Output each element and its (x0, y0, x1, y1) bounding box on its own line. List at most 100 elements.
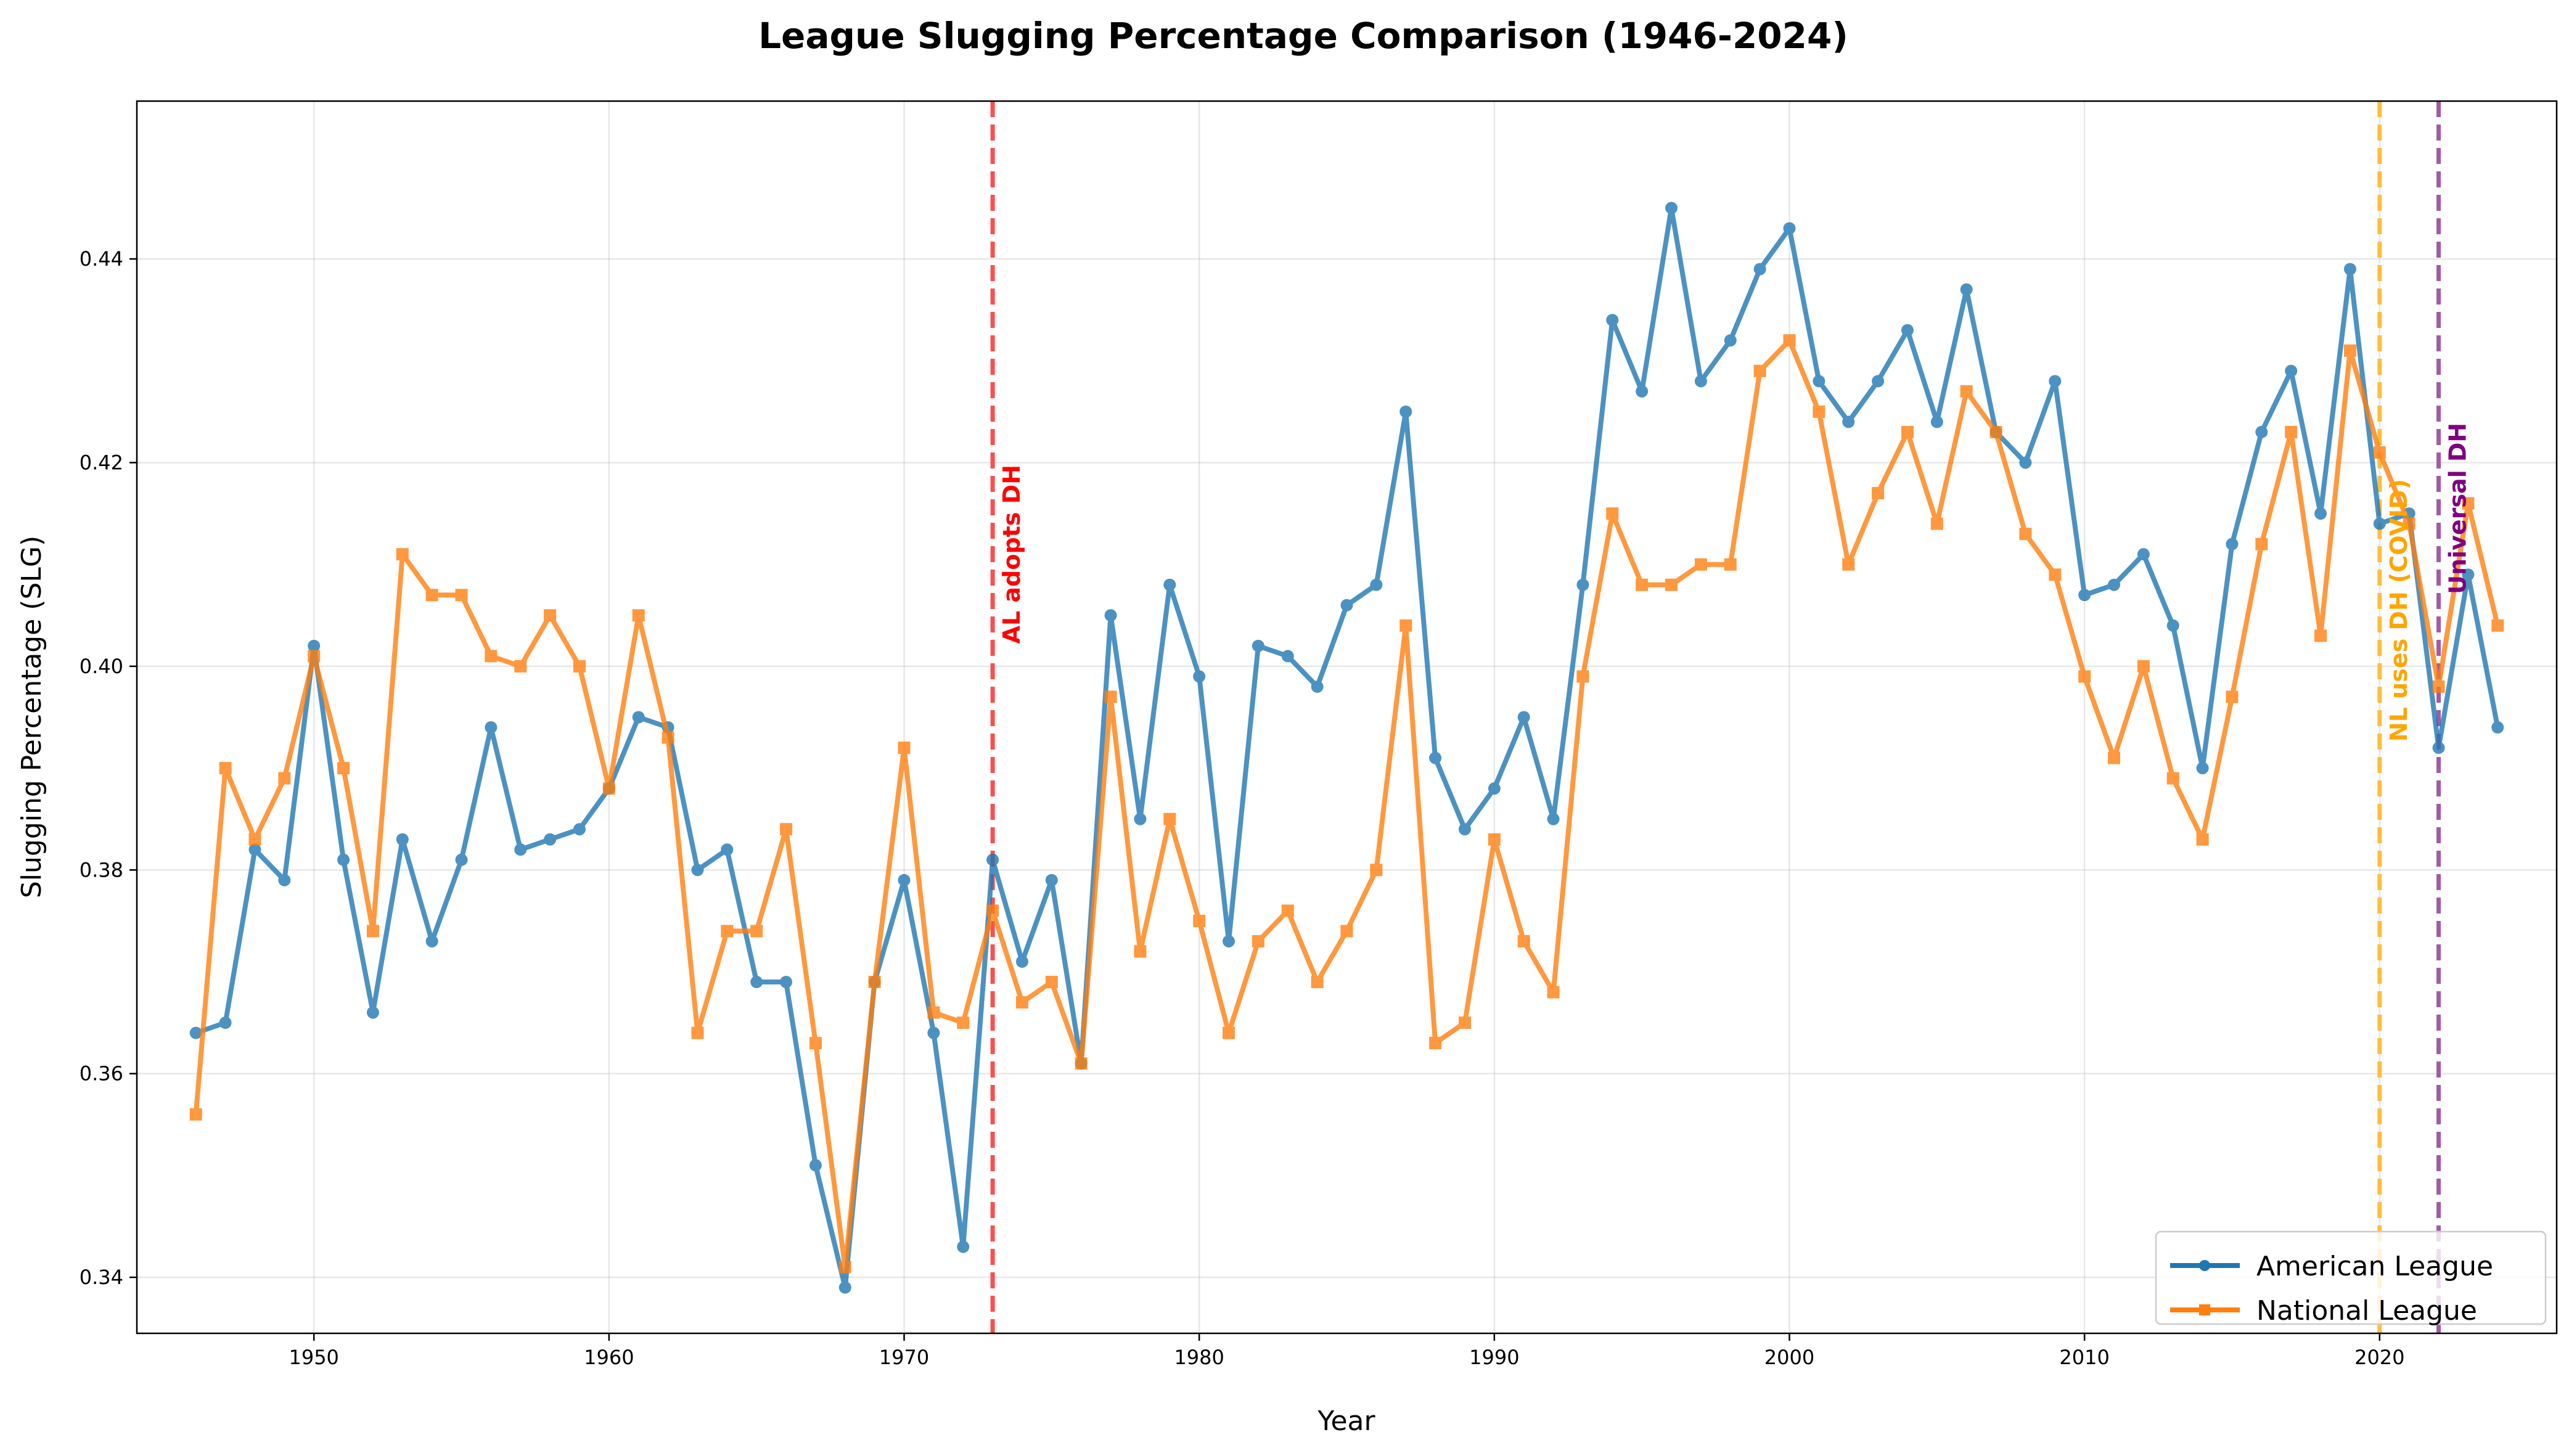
data-point (396, 833, 409, 846)
data-point (2462, 568, 2475, 581)
data-point (986, 853, 999, 866)
data-point (1045, 976, 1058, 989)
data-point (366, 1006, 379, 1019)
data-point (1989, 425, 2002, 438)
data-point (691, 1026, 704, 1039)
data-point (1960, 283, 1973, 296)
data-point (1842, 558, 1855, 571)
data-point (1517, 935, 1530, 947)
data-point (2432, 680, 2445, 693)
data-point (1458, 1016, 1471, 1029)
data-point (1606, 314, 1619, 327)
x-tick-label: 1970 (879, 1346, 929, 1369)
data-point (809, 1159, 822, 1172)
data-point (1104, 690, 1117, 703)
data-point (602, 782, 615, 795)
data-point (1281, 904, 1294, 917)
data-point (927, 1026, 940, 1039)
series (189, 202, 2504, 1294)
x-axis: 1950 1960 1970 1980 1990 2000 2010 2020 (289, 1333, 2405, 1369)
data-point (189, 1108, 202, 1121)
data-point (2373, 517, 2386, 530)
data-point (691, 864, 704, 877)
data-point (1429, 751, 1442, 764)
data-point (750, 976, 763, 989)
data-point (2343, 344, 2356, 357)
data-point (278, 873, 291, 886)
data-point (2196, 762, 2209, 775)
data-point (1517, 711, 1530, 724)
data-point (898, 742, 911, 755)
data-point (1547, 812, 1560, 825)
data-point (366, 925, 379, 938)
data-point (2491, 619, 2504, 632)
data-point (1606, 507, 1619, 520)
data-point (455, 853, 468, 866)
data-point (189, 1026, 202, 1039)
legend-marker-national-league (2199, 1304, 2210, 1315)
data-point (396, 548, 409, 561)
data-point (1636, 578, 1649, 591)
data-point (1134, 945, 1147, 958)
data-point (2314, 507, 2327, 520)
data-point (455, 589, 468, 602)
data-point (1429, 1037, 1442, 1050)
data-point (1636, 385, 1649, 398)
data-point (927, 1006, 940, 1019)
data-point (986, 904, 999, 917)
data-point (1399, 619, 1412, 632)
y-tick-label: 0.40 (80, 655, 123, 678)
x-tick-label: 1950 (289, 1346, 338, 1369)
data-point (868, 976, 881, 989)
annotation-lines (990, 101, 2441, 1333)
data-point (1724, 334, 1737, 347)
data-point (1930, 415, 1943, 428)
data-point (2314, 629, 2327, 642)
data-point (1842, 415, 1855, 428)
data-point (1340, 925, 1353, 938)
data-point (1015, 955, 1028, 968)
data-point (219, 762, 232, 775)
data-point (662, 731, 674, 744)
data-point (1665, 578, 1678, 591)
data-point (2137, 548, 2150, 561)
data-point (1872, 487, 1885, 500)
data-point (2196, 833, 2209, 846)
data-point (1281, 650, 1294, 663)
data-point (1813, 405, 1825, 418)
data-point (1311, 680, 1324, 693)
data-point (1901, 425, 1914, 438)
annotation-label: AL adopts DH (998, 465, 1025, 644)
data-point (278, 772, 291, 785)
data-point (2285, 425, 2298, 438)
data-point (1576, 670, 1589, 683)
data-point (485, 721, 498, 734)
x-axis-label: Year (1317, 1405, 1375, 1437)
data-point (308, 639, 321, 652)
data-point (1134, 812, 1147, 825)
data-point (573, 660, 586, 673)
data-point (1193, 670, 1206, 683)
data-point (898, 873, 911, 886)
data-point (2491, 721, 2504, 734)
data-point (780, 823, 793, 836)
data-point (957, 1016, 970, 1029)
chart-title: League Slugging Percentage Comparison (1… (758, 15, 1848, 57)
x-tick-label: 1980 (1174, 1346, 1224, 1369)
data-point (1458, 823, 1471, 836)
data-point (1576, 578, 1589, 591)
data-point (2226, 538, 2239, 550)
data-point (2049, 375, 2062, 388)
data-point (2078, 589, 2091, 602)
y-axis: 0.34 0.36 0.38 0.40 0.42 0.44 (80, 247, 137, 1289)
data-point (1045, 873, 1058, 886)
data-point (1015, 996, 1028, 1009)
data-point (2432, 742, 2445, 755)
legend-label-american-league: American League (2256, 1251, 2493, 1282)
data-point (248, 843, 261, 856)
data-point (1488, 782, 1501, 795)
data-point (1547, 986, 1560, 999)
data-point (1753, 263, 1766, 276)
data-point (544, 833, 557, 846)
